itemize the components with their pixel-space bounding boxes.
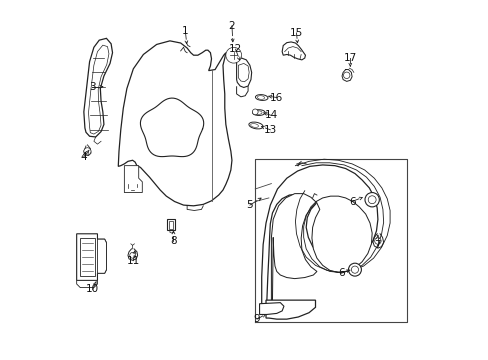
Polygon shape [124, 166, 142, 193]
Polygon shape [238, 63, 249, 82]
Circle shape [252, 109, 258, 115]
Ellipse shape [250, 123, 258, 127]
Text: 1: 1 [182, 26, 188, 36]
Text: 11: 11 [126, 256, 140, 266]
Ellipse shape [254, 111, 262, 114]
Circle shape [364, 193, 379, 207]
Text: 14: 14 [264, 111, 278, 121]
Text: 7: 7 [374, 239, 381, 249]
Polygon shape [265, 300, 315, 319]
Text: 5: 5 [246, 200, 253, 210]
Text: 16: 16 [269, 93, 283, 103]
Circle shape [348, 263, 361, 276]
Text: 4: 4 [81, 152, 87, 162]
Circle shape [374, 238, 380, 244]
Circle shape [343, 72, 349, 78]
Circle shape [225, 47, 241, 63]
Circle shape [351, 266, 358, 273]
Polygon shape [88, 45, 109, 134]
Ellipse shape [248, 122, 263, 129]
Text: 10: 10 [86, 284, 99, 294]
Circle shape [227, 49, 240, 62]
Text: 6: 6 [337, 268, 344, 278]
Polygon shape [271, 194, 316, 300]
Ellipse shape [255, 95, 267, 100]
Polygon shape [168, 221, 173, 229]
Circle shape [230, 51, 237, 59]
Polygon shape [261, 165, 377, 304]
Polygon shape [77, 234, 106, 280]
Polygon shape [236, 58, 251, 87]
Polygon shape [167, 220, 174, 230]
Ellipse shape [257, 96, 264, 99]
Polygon shape [80, 238, 94, 276]
Polygon shape [97, 239, 106, 273]
Text: 6: 6 [348, 197, 355, 207]
Polygon shape [259, 303, 284, 315]
Ellipse shape [252, 110, 264, 116]
Polygon shape [282, 42, 305, 60]
Polygon shape [77, 280, 97, 288]
Polygon shape [118, 41, 231, 206]
Circle shape [129, 252, 135, 258]
Polygon shape [83, 39, 112, 137]
Circle shape [367, 196, 375, 204]
Text: 12: 12 [228, 44, 242, 54]
Polygon shape [311, 196, 371, 273]
Text: 15: 15 [289, 28, 303, 38]
Text: 8: 8 [170, 236, 177, 246]
Text: 9: 9 [253, 314, 260, 324]
Circle shape [83, 148, 91, 155]
Text: 13: 13 [263, 125, 276, 135]
Text: 17: 17 [343, 53, 356, 63]
Text: 3: 3 [89, 82, 95, 92]
Text: 2: 2 [228, 21, 235, 31]
